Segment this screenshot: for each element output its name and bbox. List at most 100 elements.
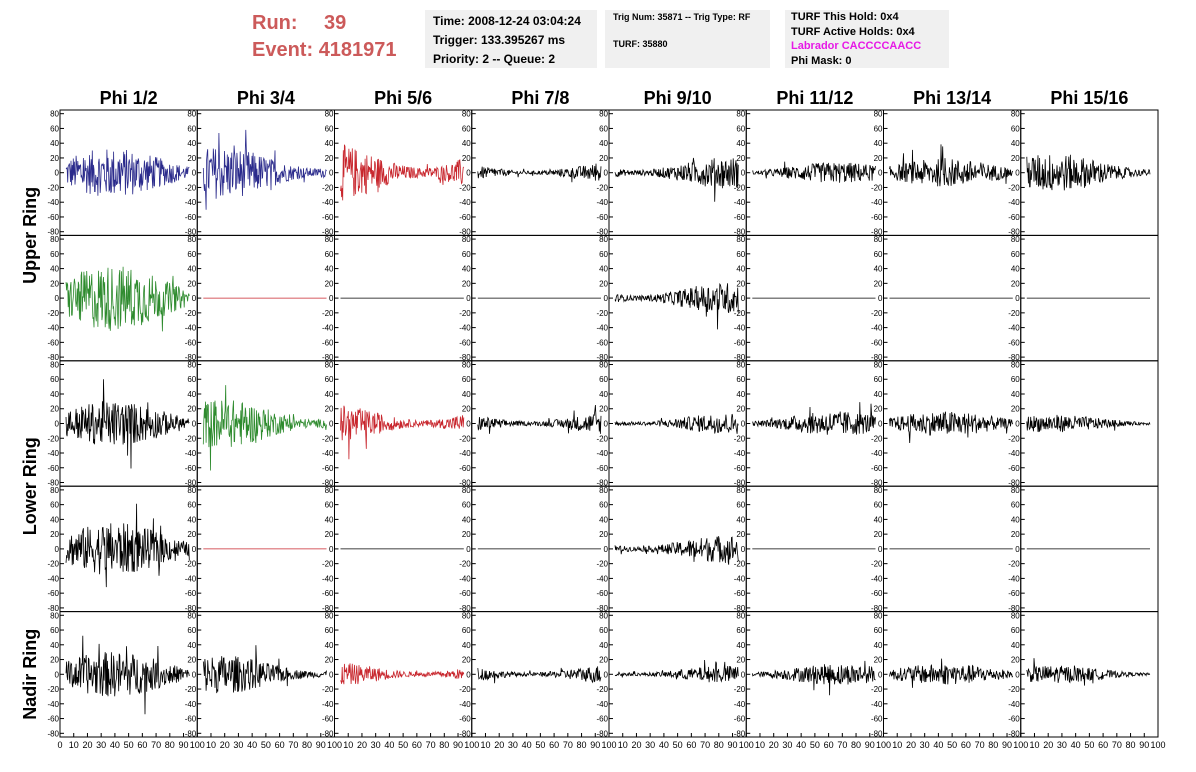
y-tick-label: 20 xyxy=(50,279,59,288)
x-tick-label: 50 xyxy=(535,740,545,750)
y-tick-label: 80 xyxy=(187,235,196,244)
y-tick-label: -80 xyxy=(47,604,59,613)
column-header: Phi 15/16 xyxy=(1050,88,1128,108)
y-tick-label: 80 xyxy=(736,110,745,119)
x-tick-label: 70 xyxy=(288,740,298,750)
x-tick-label: 100 xyxy=(327,740,342,750)
y-tick-label: -40 xyxy=(596,449,608,458)
y-tick-label: -80 xyxy=(596,729,608,738)
y-tick-label: -40 xyxy=(596,574,608,583)
y-tick-label: 40 xyxy=(736,139,745,148)
x-tick-label: 20 xyxy=(1043,740,1053,750)
y-tick-label: -40 xyxy=(596,700,608,709)
x-tick-label: 30 xyxy=(96,740,106,750)
y-tick-label: 0 xyxy=(466,420,471,429)
y-tick-label: 20 xyxy=(736,154,745,163)
x-tick-label: 30 xyxy=(1057,740,1067,750)
y-tick-label: 0 xyxy=(741,169,746,178)
time-info-panel: Time: 2008-12-24 03:04:24 Trigger: 133.3… xyxy=(425,10,597,68)
y-tick-label: -80 xyxy=(322,604,334,613)
y-tick-label: 0 xyxy=(878,169,883,178)
y-tick-label: 0 xyxy=(55,420,60,429)
column-header: Phi 1/2 xyxy=(100,88,158,108)
y-tick-label: 80 xyxy=(187,360,196,369)
y-tick-label: -20 xyxy=(459,183,471,192)
y-tick-label: 0 xyxy=(741,545,746,554)
y-tick-label: -60 xyxy=(322,589,334,598)
y-tick-label: 80 xyxy=(736,611,745,620)
y-tick-label: -20 xyxy=(459,560,471,569)
run-number: 39 xyxy=(324,12,347,34)
y-tick-label: -40 xyxy=(185,449,197,458)
y-tick-label: 80 xyxy=(874,360,883,369)
y-tick-label: 80 xyxy=(874,110,883,119)
y-tick-label: -20 xyxy=(1008,434,1020,443)
y-tick-label: -40 xyxy=(734,574,746,583)
y-tick-label: -40 xyxy=(322,574,334,583)
y-tick-label: -40 xyxy=(47,324,59,333)
y-tick-label: -80 xyxy=(734,353,746,362)
y-tick-label: 60 xyxy=(187,626,196,635)
y-tick-label: 80 xyxy=(325,110,334,119)
y-tick-label: 60 xyxy=(462,124,471,133)
y-tick-label: -80 xyxy=(871,729,883,738)
y-tick-label: 80 xyxy=(599,110,608,119)
y-tick-label: 80 xyxy=(736,486,745,495)
y-tick-label: 80 xyxy=(874,486,883,495)
y-tick-label: -40 xyxy=(734,449,746,458)
y-tick-label: -60 xyxy=(871,589,883,598)
y-tick-label: 0 xyxy=(466,670,471,679)
y-tick-label: -80 xyxy=(185,353,197,362)
y-tick-label: 40 xyxy=(462,265,471,274)
x-tick-label: 90 xyxy=(590,740,600,750)
y-tick-label: 40 xyxy=(599,139,608,148)
y-tick-label: 80 xyxy=(1011,486,1020,495)
y-tick-label: 20 xyxy=(874,530,883,539)
y-tick-label: -60 xyxy=(47,213,59,222)
y-tick-label: -60 xyxy=(185,464,197,473)
y-tick-label: 80 xyxy=(599,611,608,620)
y-tick-label: 40 xyxy=(187,641,196,650)
y-tick-label: -60 xyxy=(47,338,59,347)
y-tick-label: -80 xyxy=(459,353,471,362)
y-tick-label: -20 xyxy=(47,685,59,694)
y-tick-label: 20 xyxy=(50,530,59,539)
y-tick-label: -40 xyxy=(47,700,59,709)
y-tick-label: 20 xyxy=(462,405,471,414)
y-tick-label: -20 xyxy=(871,309,883,318)
y-tick-label: 80 xyxy=(462,611,471,620)
y-tick-label: -80 xyxy=(185,228,197,237)
x-tick-label: 10 xyxy=(343,740,353,750)
y-tick-label: -40 xyxy=(185,700,197,709)
y-tick-label: 60 xyxy=(50,626,59,635)
y-tick-label: 40 xyxy=(1011,390,1020,399)
y-tick-label: -40 xyxy=(459,324,471,333)
y-tick-label: 40 xyxy=(874,139,883,148)
y-tick-label: 20 xyxy=(50,656,59,665)
y-tick-label: 0 xyxy=(604,420,609,429)
y-tick-label: 40 xyxy=(187,515,196,524)
y-tick-label: 20 xyxy=(1011,405,1020,414)
waveform-trace xyxy=(340,663,465,685)
x-tick-label: 70 xyxy=(837,740,847,750)
x-tick-label: 100 xyxy=(601,740,616,750)
y-tick-label: -40 xyxy=(734,198,746,207)
y-tick-label: 0 xyxy=(329,420,334,429)
y-tick-label: 20 xyxy=(1011,154,1020,163)
y-tick-label: -40 xyxy=(596,324,608,333)
y-tick-label: 40 xyxy=(1011,265,1020,274)
y-tick-label: 20 xyxy=(736,656,745,665)
y-tick-label: 80 xyxy=(50,235,59,244)
waveform-trace xyxy=(65,635,190,715)
y-tick-label: -60 xyxy=(459,589,471,598)
y-tick-label: -60 xyxy=(47,589,59,598)
y-tick-label: -20 xyxy=(734,183,746,192)
y-tick-label: -40 xyxy=(1008,324,1020,333)
y-tick-label: 80 xyxy=(462,235,471,244)
x-tick-label: 100 xyxy=(739,740,754,750)
y-tick-label: -80 xyxy=(47,729,59,738)
y-tick-label: -20 xyxy=(185,309,197,318)
y-tick-label: -20 xyxy=(871,560,883,569)
phi-mask-text: Phi Mask: 0 xyxy=(791,54,852,67)
